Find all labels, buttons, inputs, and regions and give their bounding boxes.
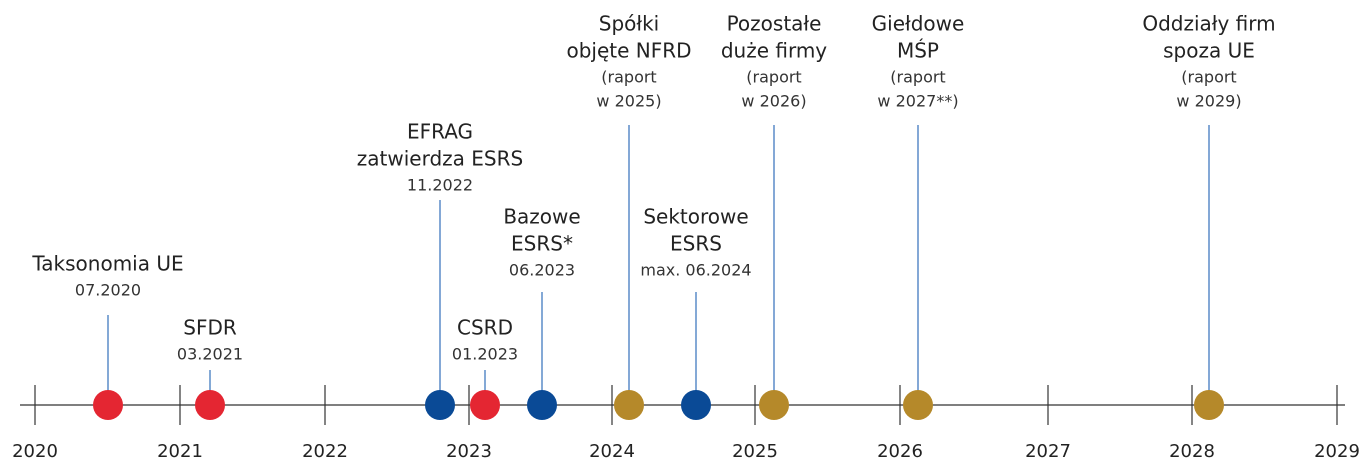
event-title: Sektorowe <box>643 205 748 229</box>
event-date: 11.2022 <box>407 176 473 195</box>
event-date: w 2026) <box>741 92 806 111</box>
event-title: Pozostałe <box>727 12 822 36</box>
event-dot <box>527 390 557 420</box>
event-date: 01.2023 <box>452 345 518 364</box>
event-date: (raport <box>746 68 801 87</box>
event-date: w 2027**) <box>877 92 958 111</box>
event-date: max. 06.2024 <box>640 261 751 280</box>
year-label: 2020 <box>12 441 58 461</box>
event-title: CSRD <box>457 316 513 340</box>
event-dot <box>759 390 789 420</box>
event-title: duże firmy <box>721 39 827 63</box>
event-title: objęte NFRD <box>566 39 691 63</box>
event-title: Spółki <box>599 12 659 36</box>
event-date: (raport <box>1181 68 1236 87</box>
event-title: Taksonomia UE <box>31 252 183 276</box>
event-title: MŚP <box>897 39 939 63</box>
year-label: 2028 <box>1169 441 1215 461</box>
event-dot <box>681 390 711 420</box>
event-dot <box>93 390 123 420</box>
event-date: 06.2023 <box>509 261 575 280</box>
event-title: ESRS* <box>511 232 573 256</box>
year-label: 2025 <box>732 441 778 461</box>
year-label: 2021 <box>157 441 203 461</box>
event-title: zatwierdza ESRS <box>357 147 523 171</box>
event-date: (raport <box>890 68 945 87</box>
event-date: (raport <box>601 68 656 87</box>
event-title: SFDR <box>183 316 237 340</box>
event-date: 07.2020 <box>75 281 141 300</box>
event-title: Oddziały firm <box>1142 12 1275 36</box>
event-date: 03.2021 <box>177 345 243 364</box>
event-dot <box>1194 390 1224 420</box>
year-label: 2023 <box>446 441 492 461</box>
year-label: 2027 <box>1025 441 1071 461</box>
year-label: 2024 <box>589 441 635 461</box>
event-dot <box>425 390 455 420</box>
event-title: EFRAG <box>407 120 473 144</box>
event-dot <box>903 390 933 420</box>
event-title: Bazowe <box>503 205 580 229</box>
event-title: spoza UE <box>1163 39 1255 63</box>
event-dot <box>470 390 500 420</box>
year-label: 2022 <box>302 441 348 461</box>
event-title: ESRS <box>670 232 722 256</box>
event-title: Giełdowe <box>872 12 965 36</box>
year-label: 2026 <box>877 441 923 461</box>
event-dot <box>614 390 644 420</box>
event-date: w 2029) <box>1176 92 1241 111</box>
event-dot <box>195 390 225 420</box>
year-label: 2029 <box>1314 441 1360 461</box>
event-date: w 2025) <box>596 92 661 111</box>
